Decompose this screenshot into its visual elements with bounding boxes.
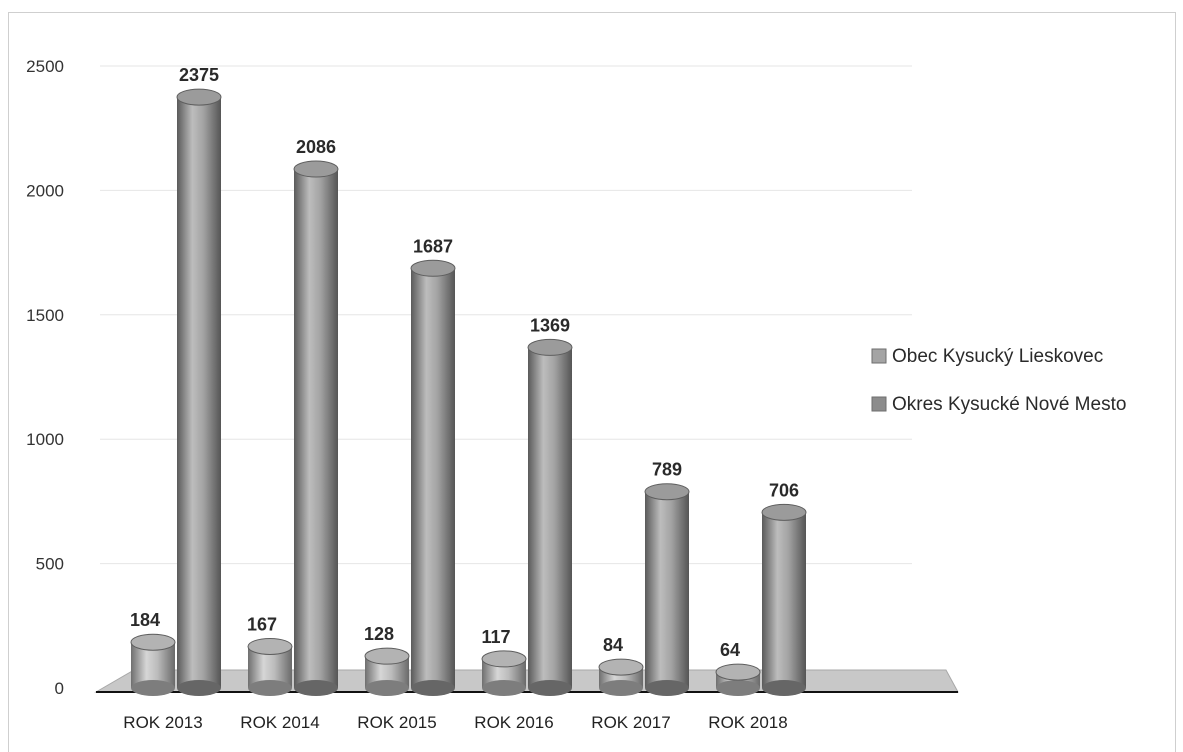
data-label: 64 bbox=[720, 640, 740, 660]
data-label: 167 bbox=[247, 614, 277, 634]
chart-frame bbox=[8, 12, 1176, 752]
bar-top bbox=[293, 160, 339, 178]
data-label: 1687 bbox=[413, 236, 453, 256]
y-tick-label: 1000 bbox=[26, 430, 64, 449]
bar-okres bbox=[527, 338, 573, 696]
bar-top bbox=[527, 338, 573, 356]
legend-swatch bbox=[871, 348, 887, 364]
bar-body bbox=[411, 268, 455, 688]
bar-obec bbox=[364, 647, 410, 696]
bar-bottom bbox=[762, 680, 806, 696]
legend-label: Okres Kysucké Nové Mesto bbox=[892, 394, 1126, 415]
bar-bottom bbox=[599, 680, 643, 696]
bar-obec bbox=[715, 663, 761, 696]
bar-obec bbox=[481, 650, 527, 696]
bar-bottom bbox=[482, 680, 526, 696]
bar-okres bbox=[293, 160, 339, 696]
bar-top bbox=[130, 633, 176, 651]
chart-floor bbox=[94, 669, 959, 693]
data-label: 128 bbox=[364, 624, 394, 644]
y-tick-label: 1500 bbox=[26, 306, 64, 325]
bar-obec bbox=[247, 637, 293, 696]
data-label: 2375 bbox=[179, 65, 219, 85]
data-label: 84 bbox=[603, 635, 623, 655]
x-tick-label: ROK 2014 bbox=[240, 713, 319, 732]
legend-swatch bbox=[871, 396, 887, 412]
y-tick-label: 2000 bbox=[26, 181, 64, 200]
x-tick-label: ROK 2015 bbox=[357, 713, 436, 732]
bar-top bbox=[715, 663, 761, 681]
bar-body bbox=[528, 347, 572, 688]
legend-label: Obec Kysucký Lieskovec bbox=[892, 346, 1103, 367]
bar-bottom bbox=[248, 680, 292, 696]
x-tick-label: ROK 2016 bbox=[474, 713, 553, 732]
bar-obec bbox=[598, 658, 644, 696]
x-tick-label: ROK 2018 bbox=[708, 713, 787, 732]
bar-top bbox=[247, 637, 293, 655]
data-label: 706 bbox=[769, 480, 799, 500]
bar-body bbox=[177, 97, 221, 689]
bar-top bbox=[644, 483, 690, 501]
bar-bottom bbox=[177, 680, 221, 696]
bar-bottom bbox=[294, 680, 338, 696]
bar-bottom bbox=[716, 680, 760, 696]
bar-top bbox=[481, 650, 527, 668]
bar-top bbox=[598, 658, 644, 676]
bar-body bbox=[762, 512, 806, 688]
bar-top bbox=[410, 259, 456, 277]
bar-bottom bbox=[131, 680, 175, 696]
bar-okres bbox=[176, 88, 222, 696]
bar-okres bbox=[761, 503, 807, 696]
y-tick-label: 0 bbox=[55, 679, 64, 698]
bar-top bbox=[364, 647, 410, 665]
x-tick-label: ROK 2013 bbox=[123, 713, 202, 732]
bar-bottom bbox=[411, 680, 455, 696]
y-tick-label: 500 bbox=[36, 555, 64, 574]
data-label: 789 bbox=[652, 460, 682, 480]
bar-bottom bbox=[365, 680, 409, 696]
bar-bottom bbox=[528, 680, 572, 696]
bar-body bbox=[645, 491, 689, 688]
x-tick-label: ROK 2017 bbox=[591, 713, 670, 732]
data-label: 117 bbox=[481, 627, 510, 647]
data-label: 2086 bbox=[296, 137, 336, 157]
bar-obec bbox=[130, 633, 176, 696]
y-tick-label: 2500 bbox=[26, 57, 64, 76]
bar-top bbox=[761, 503, 807, 521]
bar-body bbox=[294, 169, 338, 689]
bar-okres bbox=[410, 259, 456, 696]
bar-top bbox=[176, 88, 222, 106]
data-label: 1369 bbox=[530, 315, 570, 335]
data-label: 184 bbox=[130, 610, 160, 630]
bar-bottom bbox=[645, 680, 689, 696]
bar-okres bbox=[644, 483, 690, 696]
